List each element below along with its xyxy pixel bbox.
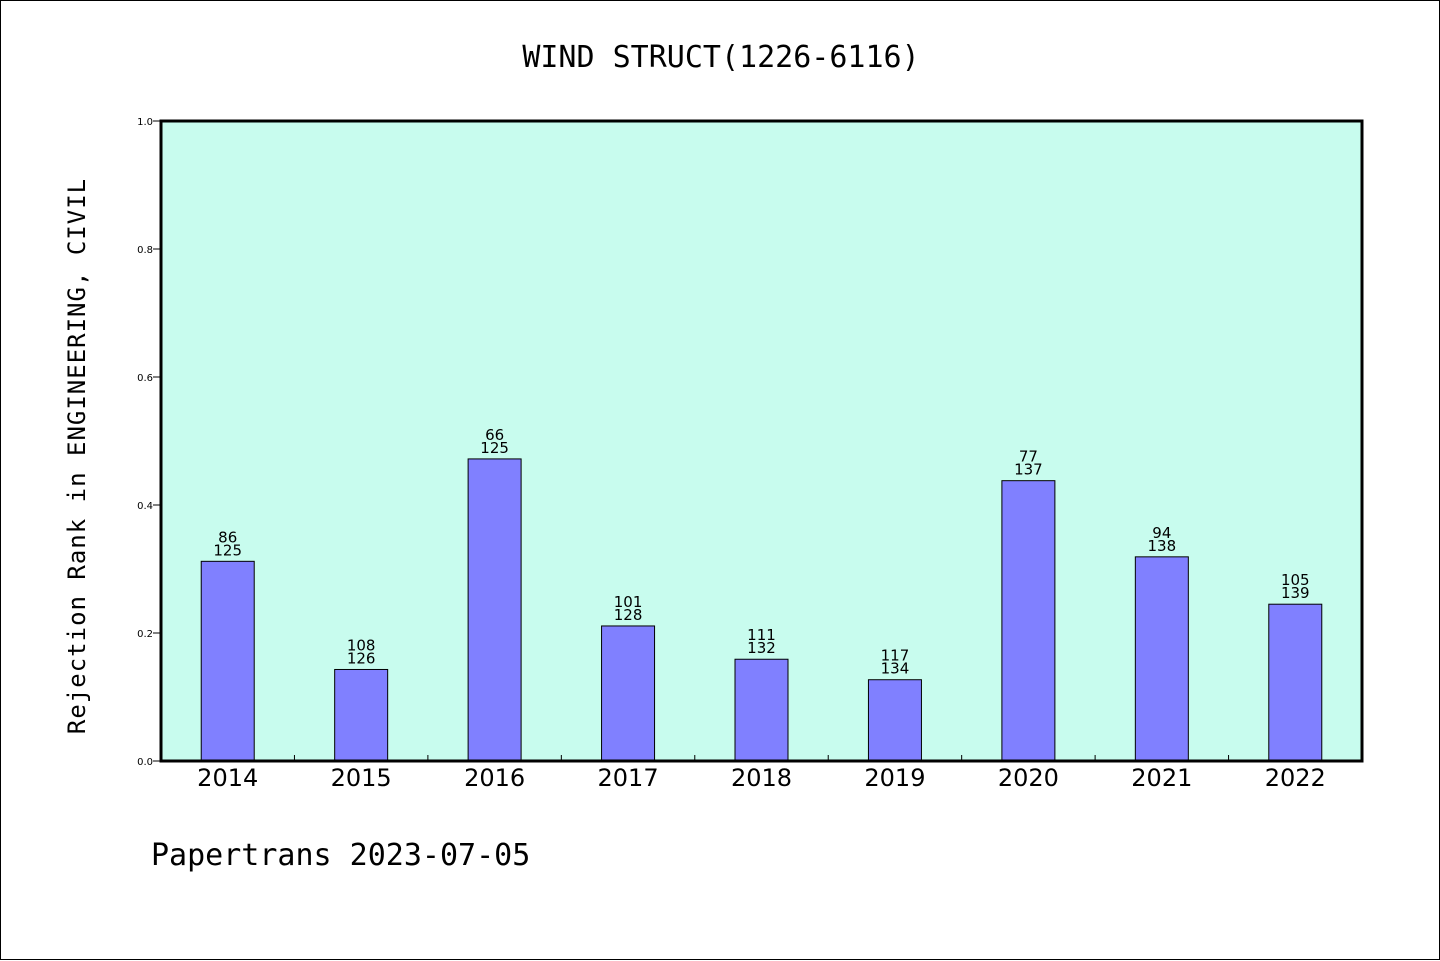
bar-label-top: 66	[485, 426, 504, 444]
chart-title: WIND STRUCT(1226-6116)	[522, 40, 919, 75]
x-axis-ticks: 2014 2015 2016 2017 2018 2019 2020 2021 2022	[197, 755, 1326, 792]
bar-2016	[467, 458, 522, 762]
x-tick-label: 2018	[731, 764, 792, 792]
y-tick-label: 0.6	[137, 373, 153, 384]
footer-text: Papertrans 2023-07-05	[151, 838, 530, 873]
y-tick-label: 0.0	[137, 757, 153, 768]
bar-label-top: 94	[1152, 524, 1171, 542]
y-axis-label: Rejection Rank in ENGINEERING, CIVIL	[63, 178, 91, 734]
bar-2017	[601, 625, 656, 762]
plot-border	[159, 119, 1364, 763]
bar-2019	[867, 679, 922, 762]
x-tick-label: 2021	[1131, 764, 1192, 792]
bar-label-bottom: 138	[1148, 537, 1177, 555]
x-tick-label: 2020	[998, 764, 1059, 792]
bar-label-top: 86	[218, 528, 237, 546]
bar-label-bottom: 128	[614, 606, 643, 624]
y-tick-label: 1.0	[137, 117, 153, 128]
bar-label-top: 105	[1281, 571, 1310, 589]
x-tick-label: 2019	[864, 764, 925, 792]
x-tick-label: 2014	[197, 764, 258, 792]
y-tick-label: 0.4	[137, 501, 153, 512]
x-tick-label: 2022	[1265, 764, 1326, 792]
bar-label-bottom: 125	[480, 439, 509, 457]
bar-2015	[334, 668, 389, 762]
bar-2022	[1268, 603, 1323, 762]
bar-label-bottom: 126	[347, 649, 376, 667]
bar-label-top: 117	[881, 647, 910, 665]
bar-label-bottom: 139	[1281, 584, 1310, 602]
bar-2020	[1001, 480, 1056, 762]
bar-label-top: 101	[614, 593, 643, 611]
bar-2021	[1134, 556, 1189, 762]
bar-label-bottom: 137	[1014, 461, 1043, 479]
bar-label-bottom: 132	[747, 639, 776, 657]
bar-2014	[200, 560, 255, 762]
bar-label-top: 77	[1019, 448, 1038, 466]
y-axis-ticks: 0.0 0.2 0.4 0.6 0.8 1.0	[137, 117, 161, 768]
y-tick-label: 0.8	[137, 245, 153, 256]
x-tick-label: 2016	[464, 764, 525, 792]
bar-label-top: 111	[747, 626, 776, 644]
x-tick-label: 2015	[331, 764, 392, 792]
x-tick-label: 2017	[598, 764, 659, 792]
y-tick-label: 0.2	[137, 629, 153, 640]
bar-2018	[734, 658, 789, 762]
bar-label-bottom: 125	[213, 541, 242, 559]
bar-label-top: 108	[347, 636, 376, 654]
bar-label-bottom: 134	[881, 660, 910, 678]
